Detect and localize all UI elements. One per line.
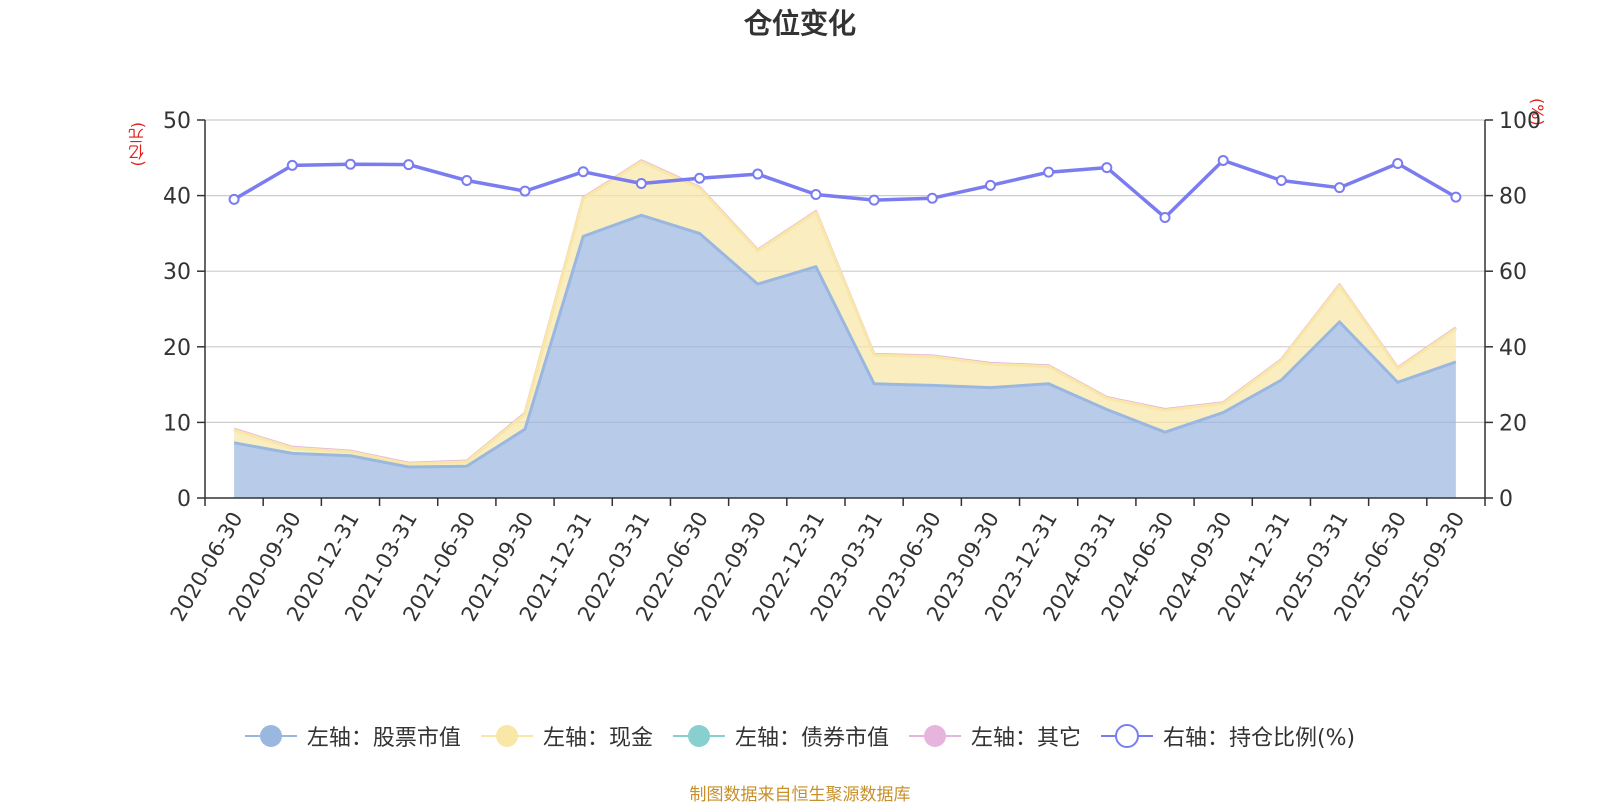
holding-ratio-point bbox=[1275, 174, 1287, 186]
legend-marker-icon bbox=[1100, 724, 1153, 748]
legend-item[interactable]: 右轴：持仓比例(%) bbox=[1100, 720, 1356, 752]
holding-ratio-point bbox=[694, 172, 706, 184]
area-左轴：股票市值 bbox=[234, 215, 1456, 499]
line-左轴：现金 bbox=[233, 160, 1457, 466]
chart-legend: 左轴：股票市值 左轴：现金 左轴：债券市值 左轴：其它 右轴：持仓比例(%) bbox=[0, 720, 1600, 752]
holding-ratio-point bbox=[635, 178, 647, 190]
holding-ratio-point bbox=[1334, 182, 1346, 194]
legend-label: 左轴：其它 bbox=[970, 726, 1081, 751]
holding-ratio-point bbox=[984, 179, 996, 191]
area-左轴：现金 bbox=[234, 161, 1456, 467]
holding-ratio-point bbox=[403, 159, 415, 171]
left-axis-tick-label: 10 bbox=[163, 411, 191, 436]
right-axis-tick-label: 0 bbox=[1499, 487, 1513, 512]
holding-ratio-point bbox=[519, 185, 531, 197]
holding-ratio-point bbox=[461, 174, 473, 186]
left-axis-tick-label: 20 bbox=[163, 336, 191, 361]
chart-title: 仓位变化 bbox=[743, 7, 856, 40]
right-axis-unit: (%) bbox=[1528, 98, 1547, 126]
right-axis-tick-label: 20 bbox=[1499, 411, 1527, 436]
holding-ratio-point bbox=[1159, 212, 1171, 224]
legend-marker-icon bbox=[244, 725, 297, 747]
left-axis-tick-label: 30 bbox=[163, 260, 191, 285]
legend-item[interactable]: 左轴：其它 bbox=[908, 720, 1081, 752]
legend-item[interactable]: 左轴：债券市值 bbox=[672, 720, 889, 752]
line-左轴：股票市值 bbox=[233, 213, 1457, 469]
legend-label: 左轴：债券市值 bbox=[734, 726, 889, 751]
left-axis-tick-label: 40 bbox=[163, 185, 191, 210]
holding-ratio-point bbox=[868, 194, 880, 206]
legend-label: 左轴：现金 bbox=[542, 726, 653, 751]
holding-ratio-point bbox=[228, 193, 240, 205]
right-axis-tick-label: 60 bbox=[1499, 260, 1527, 285]
legend-marker-icon bbox=[672, 725, 725, 747]
legend-item[interactable]: 左轴：现金 bbox=[480, 720, 653, 752]
right-axis-tick-label: 40 bbox=[1499, 336, 1527, 361]
holding-ratio-point bbox=[344, 158, 356, 170]
right-axis-tick-label: 100 bbox=[1499, 109, 1541, 134]
holding-ratio-point bbox=[1101, 162, 1113, 174]
left-axis-tick-label: 50 bbox=[163, 109, 191, 134]
holding-ratio-point bbox=[752, 168, 764, 180]
legend-label: 左轴：股票市值 bbox=[306, 726, 461, 751]
legend-marker-icon bbox=[480, 725, 533, 747]
legend-marker-icon bbox=[908, 725, 961, 747]
data-source-note: 制图数据来自恒生聚源数据库 bbox=[689, 785, 911, 805]
left-axis-tick-label: 0 bbox=[177, 487, 191, 512]
holding-ratio-point bbox=[810, 188, 822, 200]
holding-ratio-point bbox=[1217, 154, 1229, 166]
right-axis-tick-label: 80 bbox=[1499, 185, 1527, 210]
legend-item[interactable]: 左轴：股票市值 bbox=[244, 720, 461, 752]
holding-ratio-point bbox=[926, 192, 938, 204]
holding-ratio-point bbox=[1392, 157, 1404, 169]
holding-ratio-point bbox=[577, 166, 589, 178]
holding-ratio-point bbox=[286, 159, 298, 171]
holding-ratio-point bbox=[1450, 191, 1462, 203]
legend-label: 右轴：持仓比例(%) bbox=[1162, 726, 1356, 751]
holding-ratio-line bbox=[233, 158, 1457, 220]
holding-ratio-point bbox=[1043, 166, 1055, 178]
